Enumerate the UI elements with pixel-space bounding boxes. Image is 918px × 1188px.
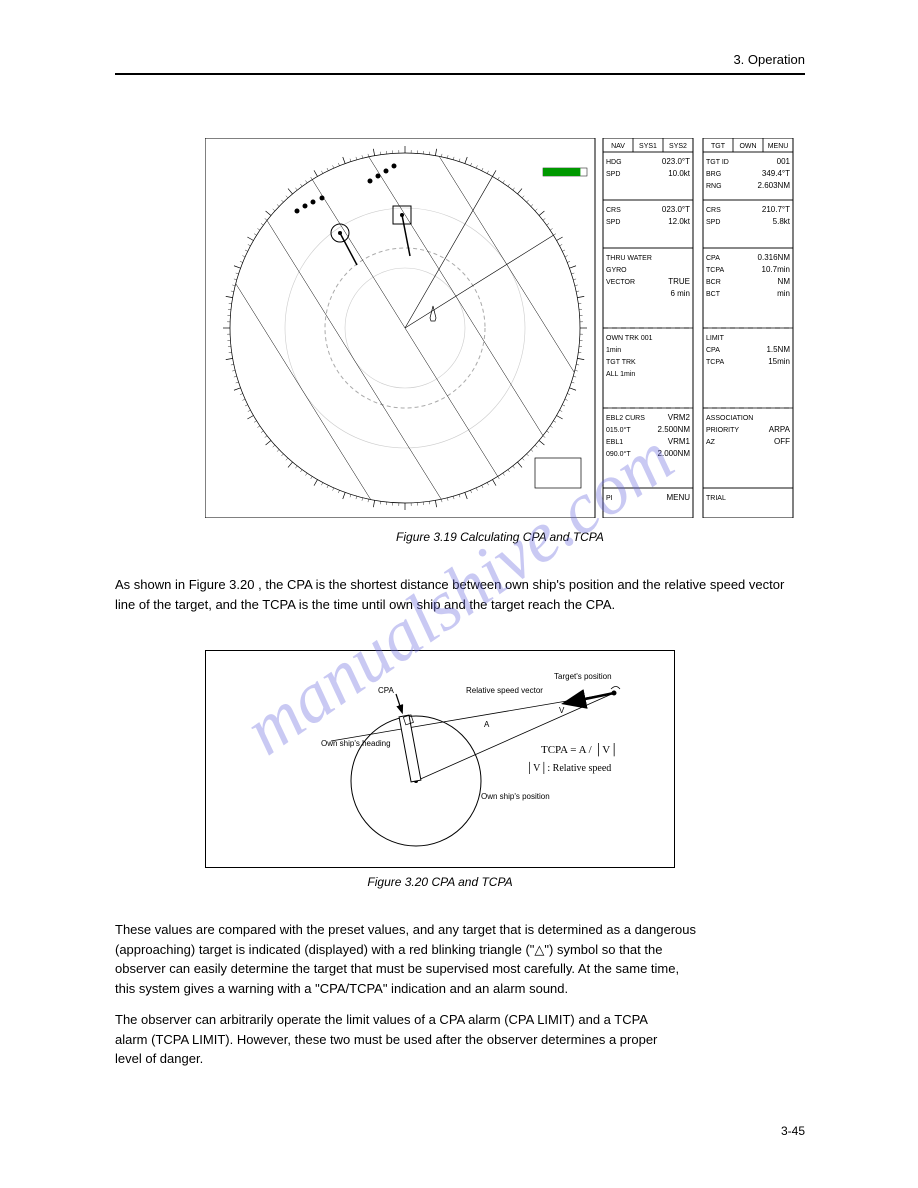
svg-text:MENU: MENU xyxy=(768,143,789,150)
svg-text:AZ: AZ xyxy=(706,439,716,446)
svg-text:SPD: SPD xyxy=(606,219,620,226)
radar-svg: NAV SYS1 SYS2 HDG 023.0°T SPD 10.0kt CRS 023.0°T… xyxy=(205,138,803,518)
svg-text:EBL1: EBL1 xyxy=(606,439,623,446)
svg-text:Own ship's position: Own ship's position xyxy=(481,792,550,801)
figure-cpa-diagram: Own ship's heading Own ship's position Rel… xyxy=(205,650,675,868)
svg-text:210.7°T: 210.7°T xyxy=(762,205,790,214)
svg-text:ALL 1min: ALL 1min xyxy=(606,371,635,378)
mp-figref: Figure xyxy=(189,577,229,592)
svg-text:VRM2: VRM2 xyxy=(668,413,691,422)
svg-text:TCPA = A / │V│: TCPA = A / │V│ xyxy=(541,742,618,757)
svg-text:0.316NM: 0.316NM xyxy=(758,253,791,262)
svg-text:EBL2 CURS: EBL2 CURS xyxy=(606,415,645,422)
svg-text:OFF: OFF xyxy=(774,437,790,446)
svg-text:1min: 1min xyxy=(606,347,621,354)
svg-text:Own ship's heading: Own ship's heading xyxy=(321,739,391,748)
svg-text:LIMIT: LIMIT xyxy=(706,335,725,342)
svg-text:HDG: HDG xyxy=(606,159,622,166)
svg-text:GYRO: GYRO xyxy=(606,267,627,274)
svg-text:090.0°T: 090.0°T xyxy=(606,450,631,458)
svg-text:TCPA: TCPA xyxy=(706,359,724,366)
svg-text:TRUE: TRUE xyxy=(668,277,690,286)
svg-text:BCT: BCT xyxy=(706,291,721,298)
svg-text:CRS: CRS xyxy=(606,207,621,214)
svg-text:ARPA: ARPA xyxy=(769,425,791,434)
svg-text:10.7min: 10.7min xyxy=(762,265,790,274)
svg-text:MENU: MENU xyxy=(666,493,690,502)
bn-l3: level of danger. xyxy=(115,1049,805,1069)
svg-text:min: min xyxy=(777,289,790,298)
svg-text:TGT: TGT xyxy=(711,143,726,150)
svg-text:V: V xyxy=(559,706,565,715)
svg-text:TRIAL: TRIAL xyxy=(706,495,726,502)
svg-text:BRG: BRG xyxy=(706,171,721,178)
svg-text:015.0°T: 015.0°T xyxy=(606,426,631,434)
bn-l2: alarm (TCPA LIMIT). However, these two m… xyxy=(115,1030,805,1050)
svg-text:023.0°T: 023.0°T xyxy=(662,205,690,214)
svg-text:CPA: CPA xyxy=(706,347,720,354)
svg-text:6 min: 6 min xyxy=(670,289,690,298)
svg-text:A: A xyxy=(484,720,490,729)
svg-text:TGT ID: TGT ID xyxy=(706,159,729,166)
svg-text:SYS2: SYS2 xyxy=(669,143,687,150)
page-number: 3-45 xyxy=(781,1124,805,1138)
svg-text:OWN: OWN xyxy=(739,143,756,150)
header-section: 3. Operation xyxy=(733,52,805,67)
bp-l2: (approaching) target is indicated (displ… xyxy=(115,940,805,960)
svg-text:NM: NM xyxy=(778,277,791,286)
svg-text:CPA: CPA xyxy=(706,255,720,262)
svg-text:TCPA: TCPA xyxy=(706,267,724,274)
svg-text:Target's position: Target's position xyxy=(554,672,612,681)
mp-fignum: 3.20 xyxy=(229,577,254,592)
figure2-caption: Figure 3.20 CPA and TCPA xyxy=(205,875,675,889)
svg-text:VECTOR: VECTOR xyxy=(606,279,635,286)
svg-text:PI: PI xyxy=(606,495,613,502)
svg-text:SPD: SPD xyxy=(706,219,720,226)
svg-text:TGT TRK: TGT TRK xyxy=(606,359,636,366)
svg-text:SYS1: SYS1 xyxy=(639,143,657,150)
bottom-paragraph: These values are compared with the prese… xyxy=(115,920,805,998)
bp-l4: this system gives a warning with a "CPA/… xyxy=(115,979,805,999)
middle-paragraph: As shown in Figure 3.20 , the CPA is the… xyxy=(115,575,805,614)
svg-text:5.8kt: 5.8kt xyxy=(773,217,791,226)
svg-text:OWN TRK 001: OWN TRK 001 xyxy=(606,335,653,342)
svg-text:ASSOCIATION: ASSOCIATION xyxy=(706,415,753,422)
mp-text1: As shown in xyxy=(115,577,189,592)
cpa-svg: Own ship's heading Own ship's position Rel… xyxy=(206,651,676,869)
bottom-note: The observer can arbitrarily operate the… xyxy=(115,1010,805,1069)
svg-text:2.500NM: 2.500NM xyxy=(658,425,691,434)
svg-text:│V│: Relative speed: │V│: Relative speed xyxy=(526,761,611,775)
svg-text:001: 001 xyxy=(777,157,791,166)
svg-text:SPD: SPD xyxy=(606,171,620,178)
mp-text4: CPA. xyxy=(586,597,615,612)
svg-text:2.603NM: 2.603NM xyxy=(758,181,791,190)
bn-l1: The observer can arbitrarily operate the… xyxy=(115,1010,805,1030)
svg-text:2.000NM: 2.000NM xyxy=(658,449,691,458)
svg-text:15min: 15min xyxy=(768,357,790,366)
svg-text:NAV: NAV xyxy=(611,143,625,150)
svg-text:023.0°T: 023.0°T xyxy=(662,157,690,166)
bp-l3: observer can easily determine the target… xyxy=(115,959,805,979)
svg-text:10.0kt: 10.0kt xyxy=(668,169,691,178)
figure1-caption: Figure 3.19 Calculating CPA and TCPA xyxy=(205,530,795,544)
svg-text:1.5NM: 1.5NM xyxy=(766,345,790,354)
svg-text:Relative speed vector: Relative speed vector xyxy=(466,686,543,695)
svg-text:CPA: CPA xyxy=(378,686,395,695)
figure-radar-display: NAV SYS1 SYS2 HDG 023.0°T SPD 10.0kt CRS 023.0°T… xyxy=(205,138,803,518)
bp-l1: These values are compared with the prese… xyxy=(115,920,805,940)
header-rule xyxy=(115,73,805,75)
svg-text:BCR: BCR xyxy=(706,279,721,286)
svg-text:349.4°T: 349.4°T xyxy=(762,169,790,178)
mp-text2: , the CPA is the shortest distance betwe… xyxy=(258,577,706,592)
svg-text:12.0kt: 12.0kt xyxy=(668,217,691,226)
svg-text:VRM1: VRM1 xyxy=(668,437,691,446)
svg-text:RNG: RNG xyxy=(706,183,722,190)
svg-text:PRIORITY: PRIORITY xyxy=(706,427,739,434)
svg-text:THRU WATER: THRU WATER xyxy=(606,255,652,262)
svg-text:CRS: CRS xyxy=(706,207,721,214)
